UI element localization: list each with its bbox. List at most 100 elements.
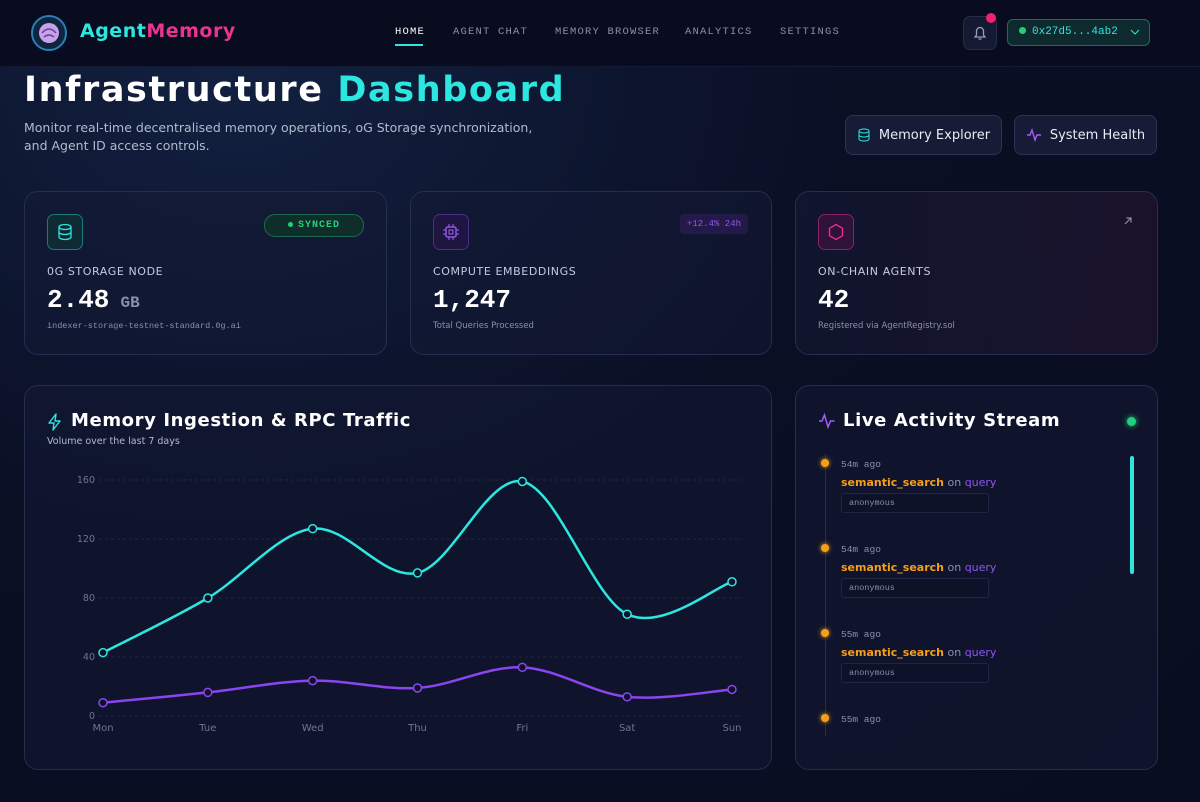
x-tick-label: Fri xyxy=(516,723,528,734)
database-icon xyxy=(858,128,870,142)
data-point xyxy=(412,568,423,578)
event-user: anonymous xyxy=(841,663,989,683)
stat-value: 2.48 xyxy=(47,285,110,315)
stat-note: indexer-storage-testnet-standard.0g.ai xyxy=(47,321,241,331)
stat-card: SYNCED 0G STORAGE NODE 2.48 GB indexer-s… xyxy=(24,191,387,355)
action-on: on xyxy=(947,561,962,574)
database-icon xyxy=(58,223,72,241)
action-name: semantic_search xyxy=(841,476,944,489)
action-on: on xyxy=(947,646,962,659)
live-dot xyxy=(1127,417,1136,426)
y-tick-label: 40 xyxy=(83,652,95,663)
badge-dot xyxy=(287,221,293,227)
activity-title: Live Activity Stream xyxy=(843,410,1061,431)
data-point xyxy=(98,697,108,708)
event-time: 54m ago xyxy=(841,459,881,470)
data-point xyxy=(307,675,318,686)
wallet-button[interactable]: 0x27d5...4ab2 xyxy=(1007,19,1150,46)
data-point xyxy=(517,476,528,487)
event-action: semantic_search on query xyxy=(841,476,996,489)
data-point xyxy=(307,523,318,534)
system-health-button[interactable]: System Health xyxy=(1014,115,1157,155)
subtitle-line: Monitor real-time decentralised memory o… xyxy=(24,120,533,135)
status-dot xyxy=(1019,27,1026,34)
x-tick-label: Sun xyxy=(722,723,741,734)
action-target: query xyxy=(964,476,997,489)
action-on: on xyxy=(947,476,962,489)
stat-label: ON-CHAIN AGENTS xyxy=(818,265,932,278)
external-link-icon[interactable] xyxy=(1123,216,1133,226)
brand[interactable]: AgentMemory xyxy=(80,20,236,42)
x-tick-label: Mon xyxy=(92,723,113,734)
stat-note: Total Queries Processed xyxy=(433,321,534,331)
x-tick-label: Wed xyxy=(302,723,324,734)
logo xyxy=(31,15,67,51)
event-time: 55m ago xyxy=(841,629,881,640)
stat-value: 42 xyxy=(818,285,850,315)
subtitle-line: and Agent ID access controls. xyxy=(24,138,210,153)
page-subtitle: Monitor real-time decentralised memory o… xyxy=(24,119,532,155)
stat-unit: GB xyxy=(120,294,140,312)
data-point xyxy=(727,684,737,695)
event-user: anonymous xyxy=(841,493,989,513)
page-title: Infrastructure Dashboard xyxy=(24,70,565,110)
data-point xyxy=(98,647,108,658)
line-chart: 0 40 80 120 160 Mon Tue Wed Thu Fri Sat Sun xyxy=(77,475,742,734)
hexagon-icon xyxy=(828,223,844,241)
stat-label: COMPUTE EMBEDDINGS xyxy=(433,265,577,278)
title-second: Dashboard xyxy=(337,70,566,110)
y-tick-label: 160 xyxy=(77,475,95,486)
brand-first: Agent xyxy=(80,20,147,42)
event-dot xyxy=(821,714,829,722)
x-tick-label: Thu xyxy=(407,723,427,734)
icon-box xyxy=(47,214,83,250)
event-dot xyxy=(821,459,829,467)
memory-explorer-button[interactable]: Memory Explorer xyxy=(845,115,1002,155)
pulse-icon xyxy=(819,413,835,429)
nav-link[interactable]: HOME xyxy=(395,26,426,38)
action-name: semantic_search xyxy=(841,646,944,659)
icon-box xyxy=(818,214,854,250)
x-tick-label: Tue xyxy=(198,723,216,734)
series-line xyxy=(102,480,733,654)
brand-second: Memory xyxy=(146,20,236,42)
title-first: Infrastructure xyxy=(24,70,324,110)
data-point xyxy=(203,593,213,603)
event-action: semantic_search on query xyxy=(841,646,996,659)
button-label: System Health xyxy=(1049,127,1146,143)
chip-icon xyxy=(443,224,459,240)
data-point xyxy=(203,687,213,698)
active-underline xyxy=(395,44,423,46)
nav-link[interactable]: AGENT CHAT xyxy=(453,26,529,38)
nav-link[interactable]: ANALYTICS xyxy=(685,26,753,38)
pulse-icon xyxy=(1026,128,1041,142)
data-point xyxy=(517,662,528,673)
event-dot xyxy=(821,544,829,552)
notification-dot xyxy=(986,13,996,23)
button-label: Memory Explorer xyxy=(878,127,991,143)
scrollbar[interactable] xyxy=(1130,456,1134,574)
chart-title: Memory Ingestion & RPC Traffic xyxy=(71,410,411,431)
bolt-icon xyxy=(48,413,61,431)
event-user: anonymous xyxy=(841,578,989,598)
navbar: AgentMemory HOME AGENT CHAT MEMORY BROWS… xyxy=(0,0,1200,67)
nav-link[interactable]: SETTINGS xyxy=(780,26,841,38)
chart-card: Memory Ingestion & RPC Traffic Volume ov… xyxy=(24,385,772,770)
status-badge: SYNCED xyxy=(264,214,364,237)
activity-card: Live Activity Stream 54m ago semantic_sea… xyxy=(795,385,1158,770)
chevron xyxy=(1130,29,1140,35)
data-point xyxy=(622,692,632,702)
event-action: semantic_search on query xyxy=(841,561,996,574)
y-tick-label: 80 xyxy=(83,593,95,604)
stat-card: +12.4% 24h COMPUTE EMBEDDINGS 1,247 Tota… xyxy=(410,191,772,355)
data-point xyxy=(412,683,423,693)
stat-note: Registered via AgentRegistry.sol xyxy=(818,321,955,331)
wallet-address: 0x27d5...4ab2 xyxy=(1032,26,1118,38)
stat-value-row: 2.48 GB xyxy=(47,285,140,315)
data-point xyxy=(622,609,632,619)
nav-link[interactable]: MEMORY BROWSER xyxy=(555,26,661,38)
stat-value: 1,247 xyxy=(433,285,512,315)
timeline-line xyxy=(825,454,826,736)
action-name: semantic_search xyxy=(841,561,944,574)
